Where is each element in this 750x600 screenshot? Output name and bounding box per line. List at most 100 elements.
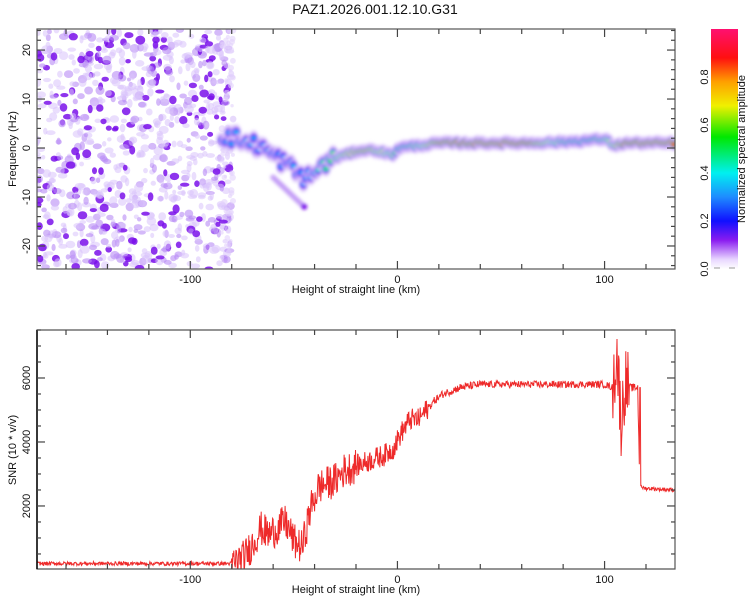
- noise-blob: [50, 198, 60, 207]
- noise-blob: [193, 158, 198, 166]
- noise-blob: [141, 254, 151, 264]
- noise-blob: [172, 195, 182, 202]
- noise-blob: [37, 255, 44, 263]
- noise-blob: [230, 198, 236, 204]
- noise-blob: [84, 72, 92, 81]
- noise-blob: [143, 124, 152, 130]
- noise-blob: [168, 211, 177, 216]
- noise-blob: [156, 98, 161, 106]
- noise-blob: [204, 266, 214, 269]
- noise-blob: [149, 55, 157, 62]
- noise-blob: [169, 95, 177, 105]
- noise-blob: [138, 101, 146, 108]
- noise-blob: [53, 79, 62, 87]
- noise-blob: [97, 191, 104, 199]
- x-tick-label: 0: [394, 574, 400, 586]
- noise-blob: [116, 180, 123, 190]
- noise-blob: [143, 226, 151, 233]
- noise-blob: [111, 231, 119, 240]
- noise-blob: [180, 59, 186, 64]
- noise-blob: [198, 202, 204, 210]
- noise-blob: [63, 70, 74, 78]
- noise-blob: [187, 190, 194, 196]
- noise-blob: [216, 260, 223, 267]
- noise-blob: [163, 240, 172, 250]
- noise-blob: [218, 50, 224, 59]
- noise-blob: [228, 187, 235, 194]
- noise-field: [37, 29, 237, 269]
- noise-blob: [127, 247, 132, 253]
- noise-blob: [59, 33, 69, 40]
- noise-blob: [44, 251, 54, 256]
- noise-blob: [194, 133, 200, 139]
- noise-blob: [106, 214, 114, 221]
- noise-blob: [204, 74, 209, 83]
- noise-blob: [100, 188, 109, 193]
- noise-blob: [95, 177, 101, 183]
- noise-blob: [214, 114, 220, 120]
- noise-blob: [68, 202, 77, 210]
- noise-blob: [135, 35, 146, 45]
- y-tick-label: 20: [21, 44, 33, 56]
- noise-blob: [191, 171, 197, 181]
- noise-blob: [207, 195, 213, 201]
- noise-blob: [156, 243, 161, 249]
- noise-blob: [111, 29, 117, 35]
- noise-blob: [166, 180, 171, 186]
- noise-blob: [182, 123, 190, 129]
- noise-blob: [116, 135, 126, 143]
- noise-blob: [45, 130, 56, 136]
- noise-blob: [138, 116, 143, 122]
- noise-blob: [71, 263, 80, 269]
- x-tick-label: 100: [595, 574, 613, 586]
- noise-blob: [66, 191, 76, 200]
- noise-blob: [85, 233, 94, 238]
- noise-blob: [89, 208, 98, 213]
- noise-blob: [228, 69, 232, 73]
- noise-blob: [143, 167, 148, 174]
- noise-blob: [116, 95, 126, 101]
- noise-blob: [155, 255, 165, 260]
- noise-blob: [109, 196, 118, 205]
- noise-blob: [109, 76, 119, 84]
- noise-blob: [226, 249, 231, 255]
- noise-blob: [73, 222, 84, 229]
- noise-blob: [99, 228, 106, 235]
- noise-blob: [146, 216, 157, 226]
- noise-blob: [54, 258, 62, 267]
- noise-blob: [200, 146, 206, 151]
- noise-blob: [77, 93, 85, 100]
- noise-blob: [177, 190, 186, 195]
- noise-blob: [174, 116, 180, 124]
- noise-blob: [133, 191, 143, 196]
- noise-blob: [96, 51, 101, 58]
- noise-blob: [131, 199, 141, 209]
- noise-blob: [192, 230, 201, 238]
- noise-blob: [185, 146, 193, 151]
- noise-blob: [162, 230, 170, 238]
- noise-blob: [177, 223, 183, 232]
- noise-blob: [186, 137, 191, 143]
- noise-blob: [211, 244, 221, 253]
- noise-blob: [41, 155, 46, 160]
- noise-blob: [116, 224, 121, 234]
- noise-blob: [124, 32, 134, 39]
- noise-blob: [223, 61, 227, 65]
- noise-blob: [199, 89, 209, 98]
- noise-blob: [181, 53, 190, 60]
- noise-blob: [219, 255, 225, 260]
- ridge-tail: [301, 203, 308, 210]
- noise-blob: [37, 136, 40, 146]
- noise-blob: [46, 194, 51, 202]
- noise-blob: [177, 29, 183, 33]
- noise-blob: [194, 68, 199, 77]
- noise-blob: [156, 195, 165, 202]
- noise-blob: [230, 57, 236, 64]
- spectrogram-y-axis-label: Frequency (Hz): [7, 111, 19, 187]
- noise-blob: [206, 153, 215, 158]
- noise-blob: [190, 263, 201, 269]
- noise-blob: [37, 78, 42, 87]
- noise-blob: [225, 228, 231, 234]
- noise-blob: [59, 51, 69, 60]
